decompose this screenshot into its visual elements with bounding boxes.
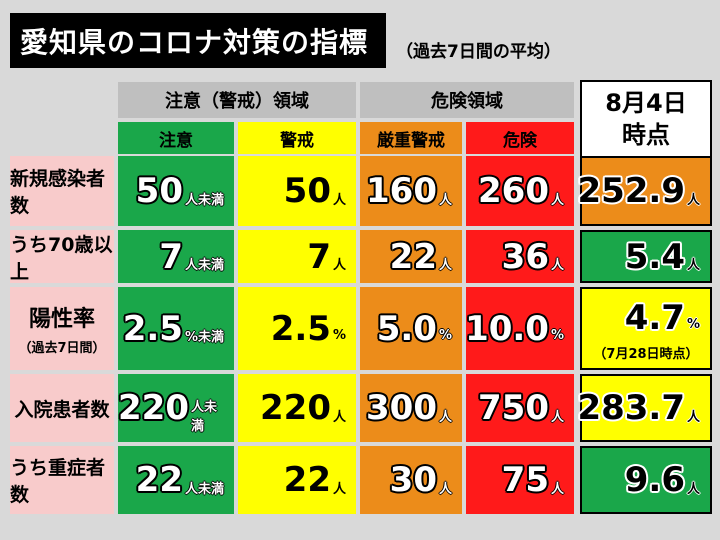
- threshold-cell: 22 人: [238, 446, 356, 514]
- threshold-unit: 人未満: [184, 258, 224, 273]
- column-header: 注意: [118, 122, 234, 154]
- date-header-line1: 8月4日: [605, 89, 687, 117]
- threshold-cell: 50 人: [238, 156, 356, 226]
- current-value-cell: 9.6 人: [580, 446, 712, 514]
- threshold-value: 260: [478, 171, 549, 211]
- page-title: 愛知県のコロナ対策の指標: [10, 13, 386, 68]
- row-label: 新規感染者数: [10, 168, 106, 217]
- current-value-cell: 252.9 人: [577, 156, 712, 226]
- threshold-cell: 7 人未満: [118, 230, 234, 283]
- threshold-value: 75: [501, 460, 549, 500]
- threshold-unit: 人未満: [190, 400, 217, 434]
- current-value: 5.4: [624, 236, 685, 277]
- threshold-cell: 2.5 %未満: [118, 287, 234, 370]
- threshold-cell: 160 人: [360, 156, 462, 226]
- threshold-value: 22: [389, 236, 437, 277]
- threshold-unit: 人: [438, 258, 452, 273]
- row-header: 陽性率 （過去7日間）: [10, 287, 114, 370]
- group-header-caution: 注意（警戒）領域: [118, 82, 356, 118]
- threshold-unit: %: [438, 328, 452, 343]
- threshold-value: 220: [260, 388, 331, 428]
- threshold-unit: 人: [438, 192, 452, 208]
- threshold-cell: 36 人: [466, 230, 574, 283]
- current-unit: 人: [686, 409, 700, 425]
- threshold-cell: 30 人: [360, 446, 462, 514]
- threshold-unit: %: [550, 328, 564, 343]
- row-header: 入院患者数: [10, 374, 114, 442]
- threshold-value: 160: [366, 171, 437, 211]
- current-value: 283.7: [577, 388, 685, 428]
- current-value-cell: 283.7 人: [577, 374, 712, 442]
- row-label: 入院患者数: [14, 398, 110, 421]
- column-header: 厳重警戒: [360, 122, 462, 154]
- threshold-value: 7: [159, 236, 183, 277]
- threshold-unit: %: [332, 328, 346, 343]
- current-value: 252.9: [577, 171, 685, 211]
- group-header-danger: 危険領域: [360, 82, 574, 118]
- threshold-value: 2.5: [270, 308, 331, 349]
- threshold-value: 7: [307, 236, 331, 277]
- row-label: うち重症者数: [10, 457, 106, 506]
- threshold-unit: 人未満: [184, 481, 224, 497]
- threshold-cell: 22 人未満: [118, 446, 234, 514]
- threshold-cell: 75 人: [466, 446, 574, 514]
- threshold-value: 50: [283, 171, 331, 211]
- threshold-unit: %未満: [184, 330, 224, 345]
- row-label: 陽性率: [28, 307, 95, 332]
- threshold-unit: 人: [332, 258, 346, 273]
- threshold-cell: 750 人: [466, 374, 574, 442]
- current-value: 4.7: [624, 297, 685, 338]
- threshold-cell: 2.5%: [238, 287, 356, 370]
- column-header: 危険: [466, 122, 574, 154]
- current-value-cell: 5.4 人: [580, 230, 712, 283]
- current-unit: 人: [686, 258, 700, 273]
- threshold-cell: 300 人: [360, 374, 462, 442]
- threshold-value: 2.5: [122, 308, 183, 349]
- threshold-cell: 22 人: [360, 230, 462, 283]
- threshold-cell: 50 人未満: [118, 156, 234, 226]
- row-header: 新規感染者数: [10, 156, 114, 226]
- threshold-unit: 人: [438, 409, 452, 425]
- current-value: 9.6: [624, 460, 685, 500]
- current-unit: 人: [686, 481, 700, 497]
- threshold-value: 750: [478, 388, 549, 428]
- threshold-value: 10.0: [465, 308, 549, 349]
- threshold-unit: 人: [550, 409, 564, 425]
- threshold-cell: 220 人: [238, 374, 356, 442]
- date-header-line2: 時点: [622, 121, 670, 149]
- threshold-value: 22: [283, 460, 331, 500]
- current-value-cell: 4.7% （7月28日時点）: [580, 287, 712, 370]
- threshold-unit: 人: [550, 481, 564, 497]
- threshold-value: 300: [366, 388, 437, 428]
- row-header: うち70歳以上: [10, 230, 114, 283]
- threshold-unit: 人: [550, 192, 564, 208]
- date-header: 8月4日 時点: [580, 80, 712, 158]
- threshold-value: 30: [389, 460, 437, 500]
- threshold-unit: 人: [332, 409, 346, 425]
- threshold-cell: 5.0%: [360, 287, 462, 370]
- threshold-unit: 人未満: [184, 192, 224, 208]
- current-unit: %: [686, 317, 700, 332]
- threshold-unit: 人: [550, 258, 564, 273]
- row-label: うち70歳以上: [10, 233, 113, 283]
- threshold-value: 50: [135, 171, 183, 211]
- threshold-cell: 10.0%: [465, 287, 574, 370]
- row-sublabel: （過去7日間）: [18, 341, 106, 356]
- threshold-unit: 人: [332, 481, 346, 497]
- column-header: 警戒: [238, 122, 356, 154]
- threshold-value: 22: [135, 460, 183, 500]
- threshold-value: 5.0: [376, 308, 437, 349]
- row-header: うち重症者数: [10, 446, 114, 514]
- threshold-value: 220: [118, 388, 189, 428]
- current-unit: 人: [686, 192, 700, 208]
- threshold-cell: 220 人未満: [118, 374, 234, 442]
- current-note: （7月28日時点）: [593, 347, 699, 362]
- threshold-value: 36: [501, 236, 549, 277]
- threshold-unit: 人: [438, 481, 452, 497]
- threshold-unit: 人: [332, 192, 346, 208]
- page-subtitle: （過去7日間の平均）: [396, 42, 561, 62]
- threshold-cell: 260 人: [466, 156, 574, 226]
